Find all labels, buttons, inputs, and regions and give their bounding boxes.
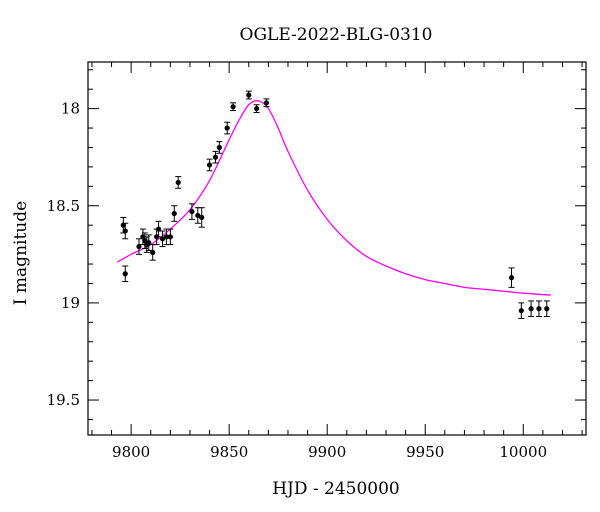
x-tick-label: 10000 (499, 443, 547, 461)
data-point (159, 230, 166, 248)
data-point-marker (263, 100, 270, 106)
data-point-marker (224, 125, 230, 131)
data-point-marker (536, 306, 542, 312)
data-point-marker (136, 243, 142, 250)
x-tick-label: 9900 (308, 443, 346, 461)
x-tick-label: 9800 (112, 443, 150, 461)
x-tick-label: 9950 (406, 443, 444, 461)
data-point-marker (120, 222, 126, 228)
data-point-marker (175, 179, 181, 186)
tick-labels: 9800 9850 9900 9950 10000 18 18.5 19 19.5 (47, 100, 548, 461)
data-point-marker (206, 162, 213, 168)
data-point (230, 102, 237, 112)
y-tick-label: 19.5 (47, 391, 80, 409)
y-axis-label: I magnitude (11, 201, 31, 305)
data-point (224, 121, 231, 135)
data-point-marker (189, 208, 195, 215)
data-point-marker (246, 92, 252, 98)
data-point (212, 150, 219, 164)
y-tick-label: 18.5 (47, 197, 80, 215)
data-point (155, 220, 162, 238)
data-point (167, 228, 174, 246)
data-point (528, 300, 535, 317)
data-point (175, 176, 182, 189)
data-point-marker (122, 271, 128, 277)
data-point-marker (254, 106, 260, 112)
data-point (206, 158, 213, 172)
data-point-marker (199, 214, 205, 221)
data-point-marker (142, 238, 148, 244)
data-point-marker (146, 240, 152, 246)
data-point-marker (212, 154, 219, 160)
axis-ticks (88, 62, 586, 435)
x-axis-label: HJD - 2450000 (272, 479, 400, 499)
data-point (518, 302, 525, 319)
data-point-marker (528, 306, 534, 312)
data-point (543, 300, 550, 317)
data-point-marker (508, 275, 515, 281)
data-point-marker (155, 226, 162, 232)
data-point (535, 300, 542, 317)
data-points (120, 90, 550, 319)
data-point-marker (518, 308, 524, 314)
data-point-marker (122, 228, 128, 234)
data-point (216, 141, 223, 154)
data-point-marker (163, 234, 170, 240)
data-point (508, 267, 515, 288)
data-point (198, 207, 205, 228)
model-curve (117, 100, 551, 296)
chart-title: OGLE-2022-BLG-0310 (240, 25, 433, 45)
data-point-marker (230, 104, 236, 110)
data-point (122, 265, 129, 283)
data-point-marker (159, 236, 166, 242)
data-point (253, 104, 260, 114)
data-point (263, 98, 270, 108)
data-point (135, 238, 142, 255)
data-point (149, 244, 156, 261)
data-point-marker (150, 249, 156, 255)
data-point-marker (195, 212, 201, 219)
data-point-marker (544, 306, 550, 312)
y-tick-label: 18 (61, 100, 80, 118)
data-point-marker (216, 144, 222, 151)
data-point (171, 205, 178, 222)
data-point (194, 207, 201, 224)
data-point (245, 90, 252, 100)
data-point (188, 203, 195, 220)
data-point (122, 222, 129, 240)
data-point-marker (167, 234, 173, 240)
data-point (139, 228, 146, 246)
plot-frame (87, 61, 587, 436)
data-point (145, 234, 152, 251)
data-point-marker (171, 210, 177, 217)
data-point-marker (140, 234, 146, 240)
x-tick-label: 9850 (210, 443, 248, 461)
y-tick-label: 19 (61, 294, 80, 312)
data-point (163, 228, 170, 246)
